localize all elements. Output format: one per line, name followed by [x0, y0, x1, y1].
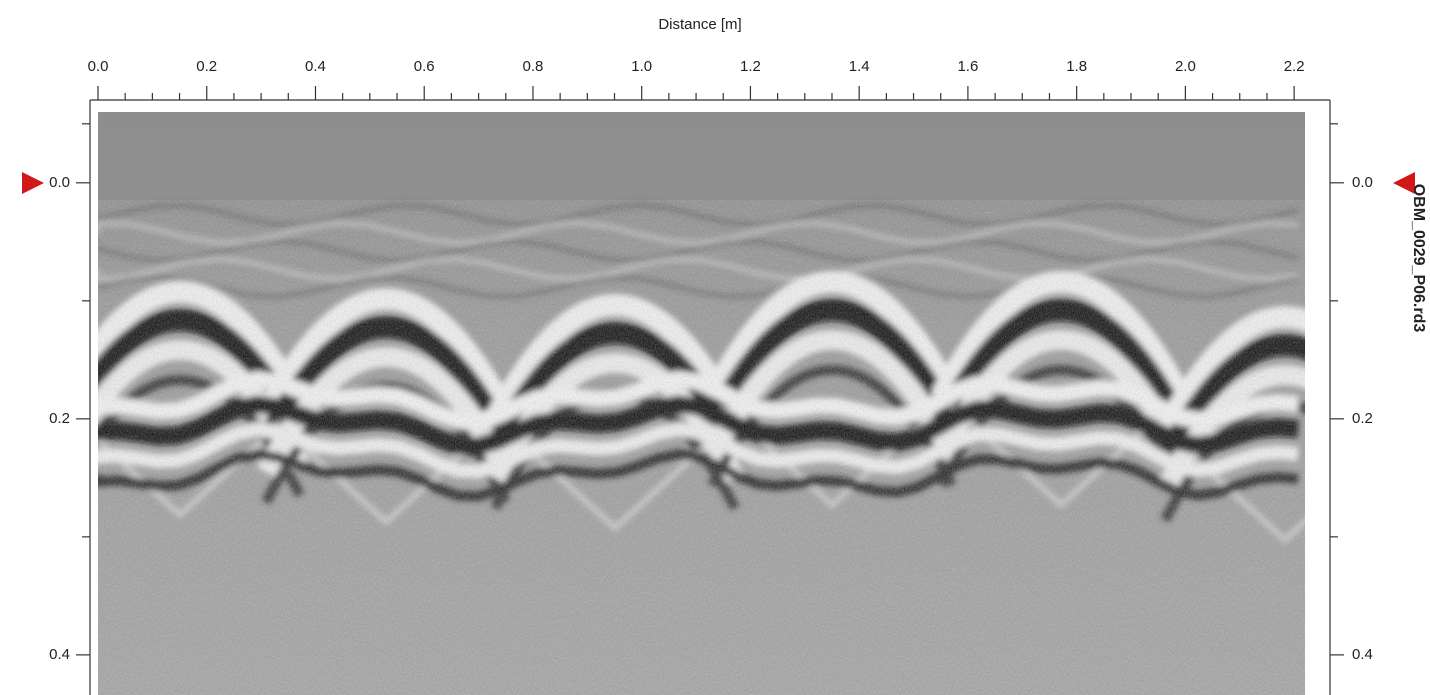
y-tick-label-left: 0.4	[49, 646, 70, 663]
x-tick-label: 1.6	[957, 58, 978, 75]
x-tick-label: 1.2	[740, 58, 761, 75]
x-tick-label: 0.8	[523, 58, 544, 75]
x-tick-label: 1.8	[1066, 58, 1087, 75]
x-tick-label: 1.0	[631, 58, 652, 75]
radargram-image	[98, 112, 1305, 695]
x-axis-title: Distance [m]	[658, 16, 741, 33]
y-tick-label-left: 0.0	[49, 174, 70, 191]
x-tick-label: 1.4	[849, 58, 870, 75]
y-tick-label-right: 0.0	[1352, 174, 1373, 191]
right-marker	[1393, 172, 1415, 194]
file-label: OBM_0029_P06.rd3	[1410, 184, 1427, 333]
y-tick-label-right: 0.4	[1352, 646, 1373, 663]
y-tick-label-right: 0.2	[1352, 410, 1373, 427]
noise	[98, 200, 1305, 695]
x-tick-label: 0.0	[88, 58, 109, 75]
x-tick-label: 0.2	[196, 58, 217, 75]
x-tick-label: 2.2	[1284, 58, 1305, 75]
x-tick-label: 2.0	[1175, 58, 1196, 75]
left-marker	[22, 172, 44, 194]
x-tick-label: 0.4	[305, 58, 326, 75]
x-tick-label: 0.6	[414, 58, 435, 75]
y-tick-label-left: 0.2	[49, 410, 70, 427]
